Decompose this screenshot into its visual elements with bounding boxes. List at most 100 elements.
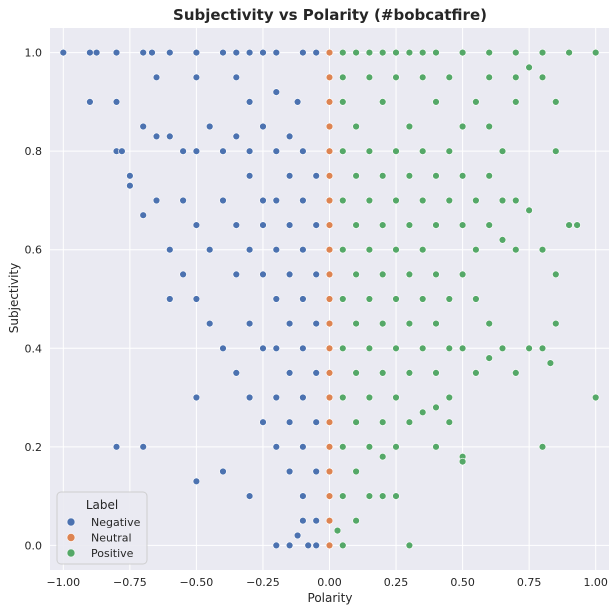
series-neutral (325, 48, 334, 550)
data-point (405, 418, 414, 426)
data-point (365, 48, 374, 57)
data-point (485, 354, 493, 362)
data-point (445, 344, 453, 352)
data-point (498, 236, 507, 244)
data-point (152, 73, 161, 82)
data-point (565, 221, 573, 229)
data-point (245, 172, 254, 180)
legend-label-positive: Positive (91, 547, 134, 560)
data-point (512, 98, 520, 106)
data-point (219, 467, 227, 476)
data-point (272, 443, 280, 451)
data-point (352, 369, 360, 377)
data-point (339, 295, 347, 303)
data-point (405, 270, 414, 279)
x-tick-label: −0.75 (113, 576, 147, 589)
data-point (112, 443, 121, 451)
data-point (312, 172, 320, 180)
data-points (59, 48, 600, 550)
data-point (299, 48, 307, 57)
series-positive (333, 48, 600, 550)
data-point (458, 344, 467, 352)
data-point (139, 48, 147, 57)
data-point (139, 443, 147, 451)
data-point (179, 147, 187, 155)
data-point (148, 48, 156, 57)
data-point (112, 48, 121, 57)
y-tick-label: 0.6 (25, 244, 43, 257)
data-point (365, 246, 374, 254)
data-point (293, 531, 302, 540)
data-point (405, 319, 414, 328)
legend-box (56, 491, 148, 565)
data-point (379, 48, 387, 57)
data-point (525, 206, 533, 215)
legend-title: Label (86, 498, 118, 512)
data-point (485, 73, 493, 82)
data-point (538, 48, 547, 57)
data-point (379, 492, 387, 500)
data-point (312, 319, 320, 328)
x-tick-label: −0.25 (246, 576, 280, 589)
data-point (312, 516, 320, 525)
data-point (379, 98, 387, 106)
data-point (445, 73, 453, 82)
data-point (285, 221, 294, 229)
data-point (219, 147, 227, 155)
data-point (458, 172, 467, 180)
data-point (259, 270, 267, 279)
data-point (245, 48, 254, 57)
x-tick-label: 0.75 (517, 576, 542, 589)
chart-title: Subjectivity vs Polarity (#bobcatfire) (173, 6, 487, 24)
data-point (206, 319, 214, 328)
legend-label-neutral: Neutral (91, 532, 132, 545)
data-point (232, 221, 241, 229)
data-point (272, 344, 280, 352)
data-point (192, 477, 201, 485)
data-point (86, 98, 94, 106)
data-point (179, 270, 187, 279)
data-point (299, 246, 307, 254)
data-point (419, 295, 427, 303)
data-point (392, 73, 400, 82)
legend-marker-neutral (66, 533, 76, 542)
data-point (445, 393, 453, 402)
x-tick-label: 0.00 (317, 576, 342, 589)
data-point (352, 467, 360, 476)
data-point (339, 492, 347, 500)
data-point (546, 359, 555, 367)
data-point (552, 319, 560, 328)
data-point (325, 516, 334, 525)
data-point (512, 246, 520, 254)
data-point (325, 418, 334, 426)
data-point (259, 196, 267, 205)
data-point (458, 48, 467, 57)
data-point (472, 246, 480, 254)
data-point (512, 196, 520, 205)
data-point (126, 182, 134, 190)
data-point (272, 541, 280, 550)
data-point (206, 246, 214, 254)
data-point (299, 196, 307, 205)
data-point (538, 344, 547, 352)
data-point (379, 172, 387, 180)
data-point (285, 467, 294, 476)
data-point (538, 443, 547, 451)
data-point (325, 369, 334, 377)
data-point (285, 369, 294, 377)
data-point (206, 122, 214, 131)
data-point (299, 393, 307, 402)
data-point (166, 132, 174, 141)
data-point (392, 344, 400, 352)
data-point (432, 319, 440, 328)
data-point (325, 344, 334, 352)
data-point (112, 98, 121, 106)
data-point (272, 48, 280, 57)
data-point (285, 270, 294, 279)
data-point (485, 221, 493, 229)
data-point (259, 48, 267, 57)
data-point (379, 453, 387, 461)
data-point (299, 492, 307, 500)
data-point (485, 172, 493, 180)
